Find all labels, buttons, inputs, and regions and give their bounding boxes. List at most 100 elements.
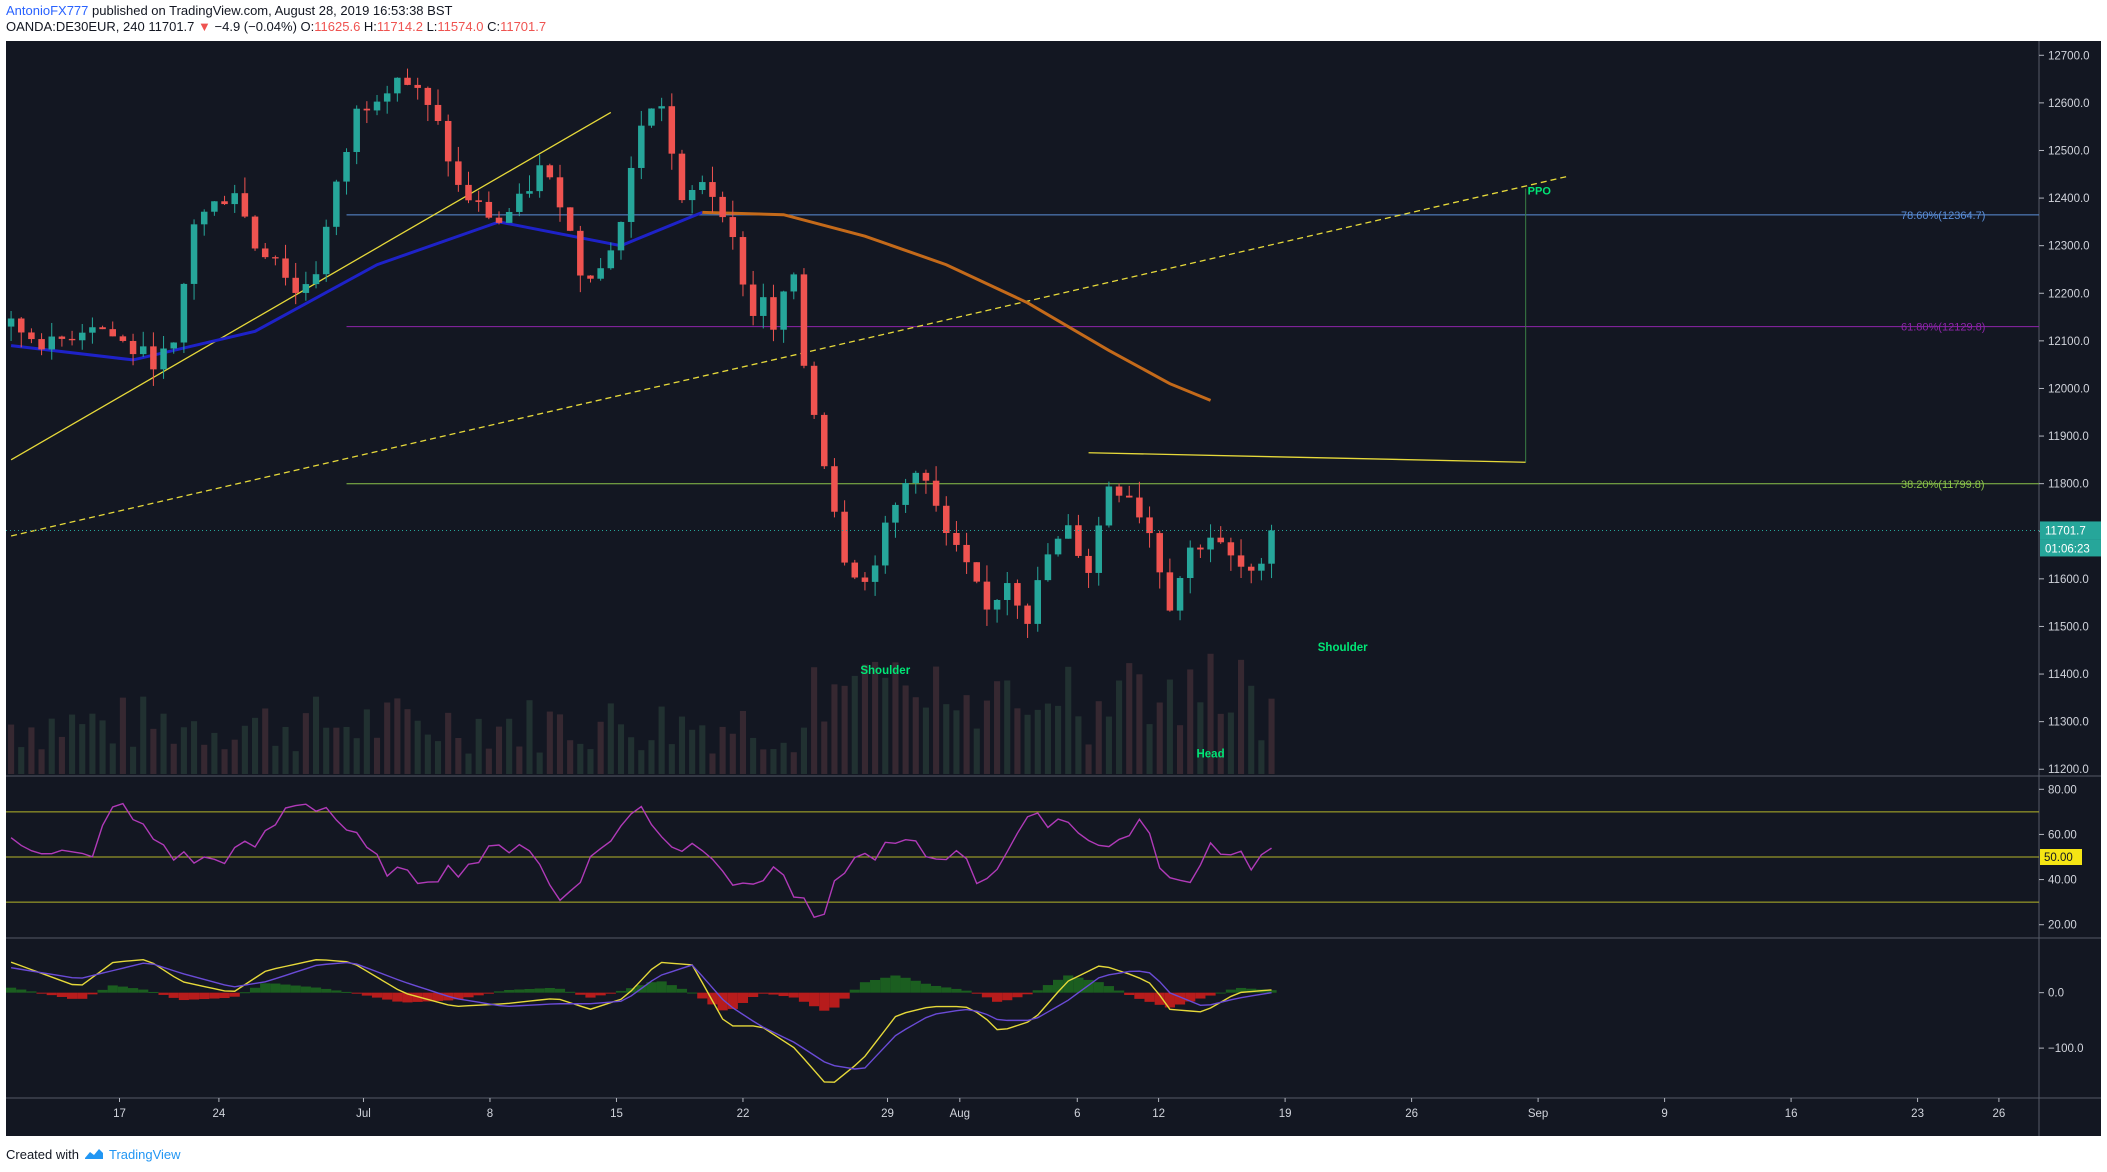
candle-body xyxy=(89,327,96,333)
macd-histogram-bar xyxy=(1235,987,1247,993)
macd-histogram-bar xyxy=(26,991,37,993)
volume-bar xyxy=(617,724,625,774)
time-tick-label: 9 xyxy=(1661,1108,1667,1120)
volume-bar xyxy=(739,710,747,774)
volume-bar xyxy=(404,709,411,774)
volume-bar xyxy=(1034,709,1041,774)
volume-bar xyxy=(699,725,706,774)
macd-histogram-bar xyxy=(595,992,606,996)
volume-bar xyxy=(150,728,157,774)
macd-histogram-bar xyxy=(473,992,484,996)
macd-histogram-bar xyxy=(178,992,189,1001)
candle-body xyxy=(1268,530,1275,564)
symbol-label: OANDA:DE30EUR, 240 xyxy=(6,19,145,34)
volume-bar xyxy=(841,685,848,774)
candle-body xyxy=(48,336,55,350)
macd-histogram-bar xyxy=(483,992,494,994)
candle-body xyxy=(770,297,777,330)
price-objective-label: PPO xyxy=(1528,186,1552,198)
macd-histogram-bar xyxy=(575,992,586,995)
macd-histogram-bar xyxy=(1195,992,1206,999)
author-link[interactable]: AntonioFX777 xyxy=(6,3,89,18)
volume-bar xyxy=(577,743,584,774)
macd-histogram-bar xyxy=(666,985,677,993)
volume-bar xyxy=(607,703,614,774)
candle-body xyxy=(1105,486,1113,526)
volume-bar xyxy=(668,744,675,774)
candle-body xyxy=(180,283,188,343)
candle-body xyxy=(139,346,147,355)
volume-bar xyxy=(414,720,421,774)
volume-bar xyxy=(109,743,116,774)
macd-histogram-bar xyxy=(951,988,962,993)
price-tick-label: 12100.0 xyxy=(2048,336,2090,348)
candle-body xyxy=(363,108,371,111)
macd-histogram-bar xyxy=(66,992,78,999)
macd-histogram-bar xyxy=(1266,990,1277,993)
volume-bar xyxy=(373,737,381,774)
macd-histogram-bar xyxy=(341,991,352,993)
macd-histogram-bar xyxy=(544,987,555,993)
time-tick-label: Aug xyxy=(950,1108,970,1120)
volume-bar xyxy=(648,740,655,774)
macd-histogram-bar xyxy=(351,992,362,994)
volume-bar xyxy=(597,721,604,774)
macd-histogram-bar xyxy=(615,990,627,993)
macd-histogram-bar xyxy=(870,979,881,993)
chart-area[interactable]: 12700.0 12600.0 12500.0 12400.0 12300.0 12200… xyxy=(6,41,2101,1136)
candle-body xyxy=(394,77,401,94)
volume-bar xyxy=(760,749,767,774)
candle-body xyxy=(577,230,584,276)
candle-body xyxy=(678,153,686,201)
macd-histogram-bar xyxy=(331,990,342,993)
volume-bar xyxy=(384,702,391,774)
candle-body xyxy=(485,201,493,218)
macd-histogram-bar xyxy=(646,982,657,993)
volume-bar xyxy=(1004,680,1011,774)
candle-body xyxy=(190,224,198,284)
macd-histogram-bar xyxy=(1124,992,1135,996)
candle-body xyxy=(231,193,238,205)
volume-bar xyxy=(719,726,726,774)
candle-body xyxy=(566,207,574,231)
macd-histogram-bar xyxy=(697,992,708,999)
candle-body xyxy=(638,125,645,168)
volume-bar xyxy=(119,697,126,774)
price-tick-label: 12700.0 xyxy=(2048,50,2090,62)
candle-body xyxy=(516,193,523,212)
macd-signal-line xyxy=(10,961,1272,1070)
volume-bar xyxy=(211,732,218,774)
rsi-line xyxy=(10,802,1272,919)
chart-canvas[interactable]: 12700.0 12600.0 12500.0 12400.0 12300.0 12200… xyxy=(6,41,2101,1136)
macd-histogram-bar xyxy=(229,992,240,997)
candle-body xyxy=(729,217,737,238)
volume-bar xyxy=(526,700,533,774)
volume-bar xyxy=(1014,708,1021,774)
tradingview-link[interactable]: TradingView xyxy=(108,1146,181,1162)
price-axis-background xyxy=(2039,41,2101,1136)
rsi-level-tag-bg xyxy=(2040,849,2082,865)
macd-histogram-bar xyxy=(1022,992,1033,995)
candle-body xyxy=(444,120,452,162)
low-value: 11574.0 xyxy=(437,19,484,34)
price-tick-label: 11300.0 xyxy=(2048,717,2089,729)
volume-bar xyxy=(780,742,787,774)
macd-histogram-bar xyxy=(1144,992,1155,1002)
rsi-tick-label: 40.00 xyxy=(2048,875,2077,887)
volume-bar xyxy=(678,716,686,774)
volume-bar xyxy=(1177,725,1184,774)
macd-histogram-bar xyxy=(1032,990,1043,993)
candle-body xyxy=(68,338,76,341)
trendline xyxy=(10,176,1567,537)
candle-body xyxy=(556,177,564,208)
candle-body xyxy=(424,87,432,105)
candle-body xyxy=(607,250,615,269)
volume-bar xyxy=(587,749,594,774)
pattern-annotation: Shoulder xyxy=(1318,642,1368,654)
volume-bar xyxy=(983,700,990,774)
candle-body xyxy=(7,318,15,327)
volume-bar xyxy=(312,696,320,774)
candle-body xyxy=(322,226,330,275)
candle-body xyxy=(1054,538,1062,555)
volume-bar xyxy=(1136,674,1143,774)
